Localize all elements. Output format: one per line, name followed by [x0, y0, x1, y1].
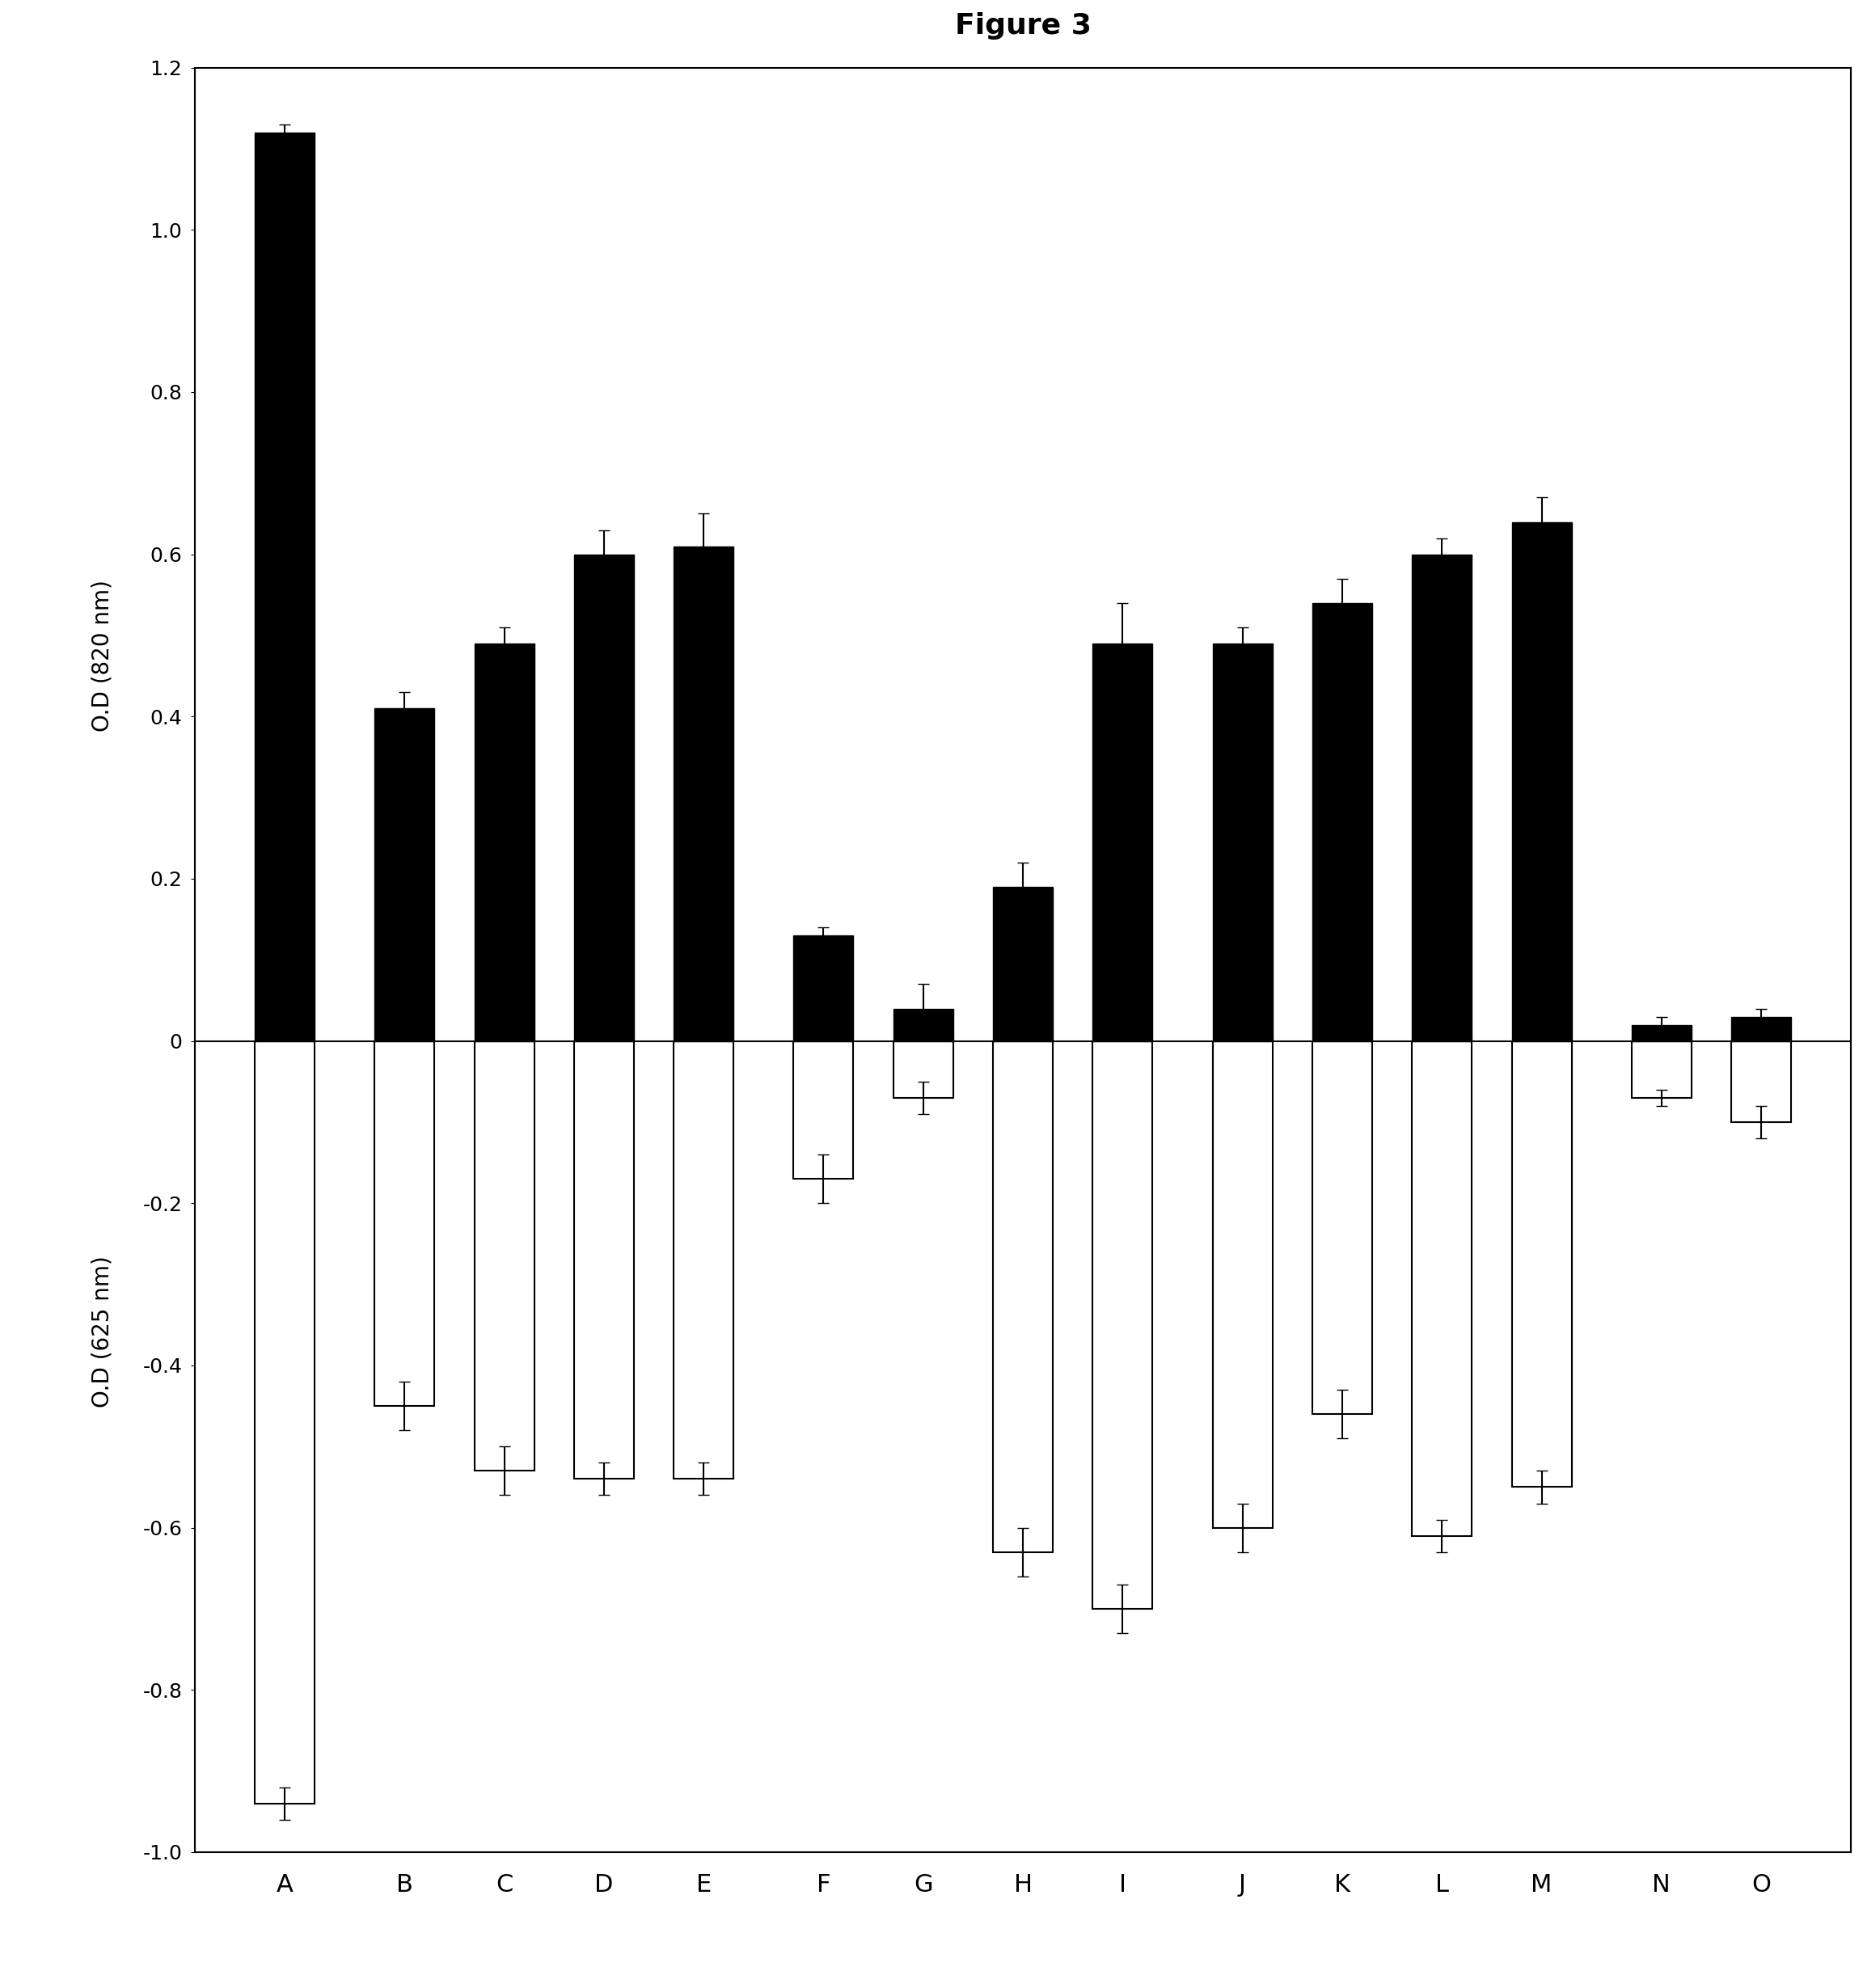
Bar [1511, 523, 1572, 1042]
Bar [1094, 644, 1153, 1042]
Bar [374, 1042, 434, 1406]
Bar [1632, 1024, 1692, 1042]
Bar [1213, 644, 1272, 1042]
Bar [674, 1042, 734, 1479]
Bar [892, 1042, 954, 1097]
Bar [1312, 1042, 1371, 1413]
Bar [574, 555, 633, 1042]
Bar [1632, 1042, 1692, 1097]
Bar [993, 887, 1053, 1042]
Bar [1213, 1042, 1272, 1527]
Bar [1731, 1016, 1790, 1042]
Bar [574, 1042, 633, 1479]
Bar [1511, 1042, 1572, 1487]
Bar [1312, 602, 1371, 1042]
Title: Figure 3: Figure 3 [954, 12, 1092, 40]
Bar [1731, 1042, 1790, 1121]
Bar [892, 1008, 954, 1042]
Bar [374, 708, 434, 1042]
Bar [674, 547, 734, 1042]
Bar [475, 1042, 535, 1471]
Text: O.D (820 nm): O.D (820 nm) [91, 580, 114, 732]
Bar [993, 1042, 1053, 1553]
Bar [1094, 1042, 1153, 1608]
Bar [475, 644, 535, 1042]
Text: O.D (625 nm): O.D (625 nm) [91, 1256, 114, 1408]
Bar [255, 1042, 315, 1803]
Bar [1412, 555, 1472, 1042]
Bar [794, 936, 853, 1042]
Bar [1412, 1042, 1472, 1537]
Bar [794, 1042, 853, 1179]
Bar [255, 133, 315, 1042]
